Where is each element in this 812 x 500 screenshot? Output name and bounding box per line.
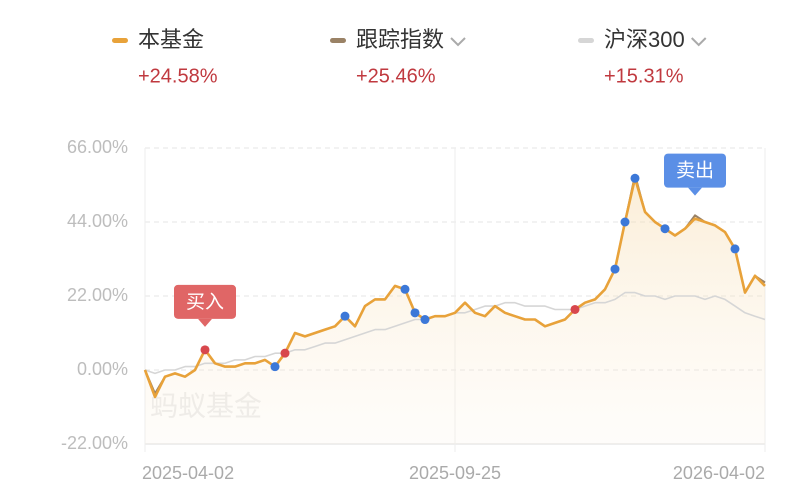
x-tick-label: 2025-04-02 [142,463,234,483]
sell-dot [660,224,670,234]
y-tick-label: 0.00% [77,359,128,379]
y-tick-label: 22.00% [67,285,128,305]
legend-change: +25.46% [356,65,436,87]
sell-dot [630,173,640,183]
legend-chevron [450,37,466,47]
sell-dot [410,308,420,318]
annotation-pointer [198,318,212,327]
y-tick-label: 44.00% [67,211,128,231]
sell-dot [420,315,430,325]
annotation-text: 卖出 [676,160,714,182]
buy-dot [200,345,210,355]
legend-change: +15.31% [604,65,684,87]
x-tick-label: 2026-04-02 [673,463,765,483]
legend-label: 本基金 [138,27,204,52]
legend-marker [112,38,128,43]
buy-dot [280,348,290,358]
sell-dot [610,264,620,274]
y-tick-label: -22.00% [61,433,128,453]
sell-dot [620,217,630,227]
sell-dot [730,244,740,254]
area [145,178,765,445]
legend-chevron [691,37,707,47]
sell-dot [270,362,280,372]
legend-label: 沪深300 [604,27,685,52]
x-tick-label: 2025-09-25 [409,463,501,483]
annotation-box [664,153,726,188]
sell-dot [340,311,350,321]
legend-marker [330,38,346,43]
buy-dot [570,304,580,314]
y-tick-label: 66.00% [67,137,128,157]
annotation-text: 买入 [186,292,224,313]
annotation-box [174,284,236,319]
legend-change: +24.58% [138,65,218,87]
sell-dot [400,284,410,294]
legend-marker [578,38,594,43]
legend-label: 跟踪指数 [356,27,444,52]
annotation-pointer [688,187,702,196]
